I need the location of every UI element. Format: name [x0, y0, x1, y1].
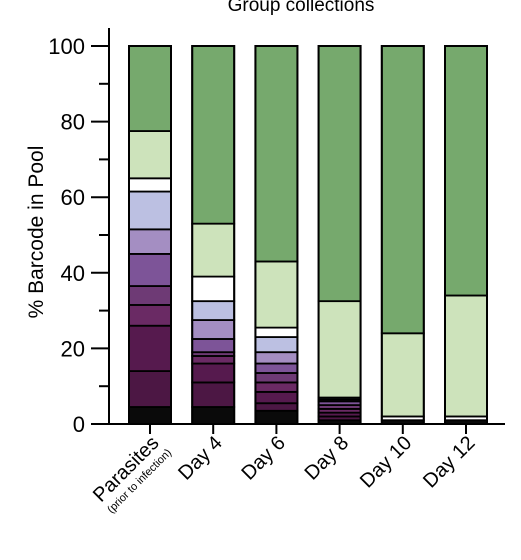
x-tick-label-group: Day 10 [356, 432, 416, 492]
y-axis-title: % Barcode in Pool [25, 146, 48, 319]
x-tick-label-group: Day 4 [174, 432, 227, 485]
y-tick-label: 100 [48, 34, 85, 59]
bar-segment [128, 130, 172, 180]
bar-segment [254, 336, 299, 354]
bar-segment [444, 294, 488, 418]
bar-segment [444, 45, 488, 297]
bar-segment [128, 370, 172, 408]
bar-segment [128, 252, 172, 287]
bar-segment [128, 45, 172, 132]
y-tick-label: 0 [73, 412, 85, 437]
x-tick-label-group: Parasites(prior to infection) [89, 432, 174, 516]
bar-segment [128, 177, 172, 193]
bar-segment [380, 332, 425, 418]
bar-segment [191, 222, 236, 278]
bar-segment [254, 381, 299, 393]
bar-segment [254, 326, 299, 338]
bar-segment [128, 190, 172, 231]
x-tick-label: Day 6 [237, 432, 290, 485]
y-tick-label: 80 [61, 110, 85, 135]
bar-segment [191, 275, 236, 303]
bar-segment [317, 300, 362, 399]
bar-segment [191, 319, 236, 340]
bar-segment [128, 406, 172, 425]
bar-segment [128, 324, 172, 372]
plot-area: 0 20 40 60 80 100 Parasites(prior to infection… [48, 28, 505, 516]
x-tick-label-group: Day 12 [419, 432, 479, 492]
bar-segment [191, 355, 236, 365]
bar-segment [380, 45, 425, 335]
bar-segment [254, 402, 299, 412]
bar-segment [254, 260, 299, 329]
y-tick-label: 20 [61, 336, 85, 361]
x-tick-label: Day 8 [301, 432, 354, 485]
bar-segment [254, 390, 299, 405]
bar-segment [317, 45, 362, 303]
x-tick-label: Day 4 [174, 432, 227, 485]
y-tick-label: 60 [61, 185, 85, 210]
x-tick-label: Day 12 [419, 432, 479, 492]
bar-segment [191, 45, 236, 225]
bar-segment [191, 406, 236, 425]
x-tick-label-group: Day 6 [237, 432, 290, 485]
bar-segment [128, 285, 172, 306]
bar-segment [254, 45, 299, 263]
bar-segment [254, 351, 299, 365]
bar-segment [128, 304, 172, 327]
bar-segment [191, 300, 236, 321]
x-tick-label: Day 10 [356, 432, 416, 492]
bar-segment [128, 228, 172, 255]
y-tick-label: 40 [61, 261, 85, 286]
bar-segment [191, 381, 236, 408]
chart-title: Group collections [228, 0, 375, 16]
bar-segment [191, 338, 236, 354]
bar-segment [254, 372, 299, 384]
bar-segment [254, 362, 299, 374]
x-tick-label-group: Day 8 [301, 432, 354, 485]
bar-segment [191, 362, 236, 384]
bar-segment [254, 409, 299, 425]
